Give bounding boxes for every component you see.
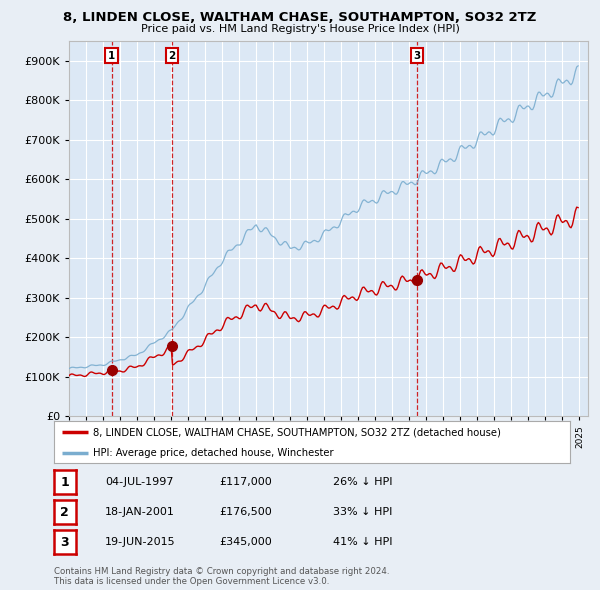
Text: 2: 2 — [61, 506, 69, 519]
Text: 8, LINDEN CLOSE, WALTHAM CHASE, SOUTHAMPTON, SO32 2TZ: 8, LINDEN CLOSE, WALTHAM CHASE, SOUTHAMP… — [64, 11, 536, 24]
Text: 1: 1 — [61, 476, 69, 489]
Text: 2: 2 — [168, 51, 175, 61]
Text: £117,000: £117,000 — [219, 477, 272, 487]
Text: 04-JUL-1997: 04-JUL-1997 — [105, 477, 173, 487]
Text: 18-JAN-2001: 18-JAN-2001 — [105, 507, 175, 517]
Text: Contains HM Land Registry data © Crown copyright and database right 2024.
This d: Contains HM Land Registry data © Crown c… — [54, 567, 389, 586]
Text: £176,500: £176,500 — [219, 507, 272, 517]
Text: £345,000: £345,000 — [219, 537, 272, 547]
Text: 33% ↓ HPI: 33% ↓ HPI — [333, 507, 392, 517]
Text: 3: 3 — [61, 536, 69, 549]
Text: 1: 1 — [108, 51, 115, 61]
Text: Price paid vs. HM Land Registry's House Price Index (HPI): Price paid vs. HM Land Registry's House … — [140, 24, 460, 34]
Text: 3: 3 — [413, 51, 421, 61]
Text: 41% ↓ HPI: 41% ↓ HPI — [333, 537, 392, 547]
Text: HPI: Average price, detached house, Winchester: HPI: Average price, detached house, Winc… — [92, 448, 334, 457]
Text: 8, LINDEN CLOSE, WALTHAM CHASE, SOUTHAMPTON, SO32 2TZ (detached house): 8, LINDEN CLOSE, WALTHAM CHASE, SOUTHAMP… — [92, 427, 500, 437]
Text: 19-JUN-2015: 19-JUN-2015 — [105, 537, 176, 547]
Text: 26% ↓ HPI: 26% ↓ HPI — [333, 477, 392, 487]
